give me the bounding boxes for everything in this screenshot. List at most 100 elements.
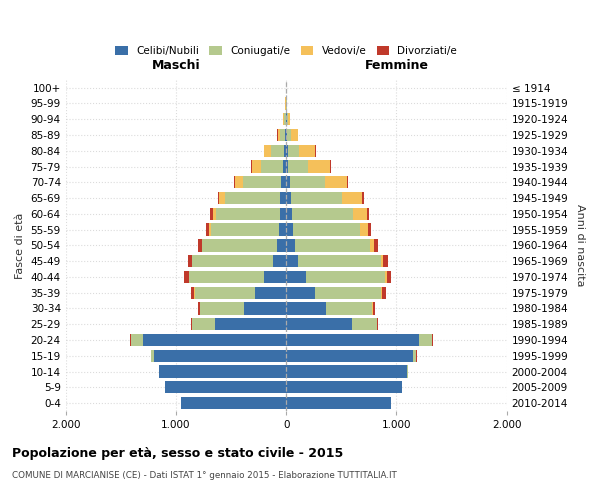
Y-axis label: Fasce di età: Fasce di età <box>15 212 25 278</box>
Bar <box>280 129 286 141</box>
Bar <box>377 318 378 330</box>
Bar <box>362 192 364 204</box>
Bar <box>381 286 382 299</box>
Legend: Celibi/Nubili, Coniugati/e, Vedovi/e, Divorziati/e: Celibi/Nubili, Coniugati/e, Vedovi/e, Di… <box>111 42 461 60</box>
Bar <box>352 318 377 330</box>
Bar <box>220 192 225 204</box>
Y-axis label: Anni di nascita: Anni di nascita <box>575 204 585 286</box>
Bar <box>298 255 381 268</box>
Bar <box>131 334 143 346</box>
Bar <box>289 160 308 172</box>
Bar <box>286 286 315 299</box>
Bar <box>367 208 369 220</box>
Bar <box>353 208 367 220</box>
Bar <box>211 208 213 220</box>
Bar <box>242 176 281 188</box>
Bar <box>209 224 211 236</box>
Bar <box>283 113 284 126</box>
Bar <box>347 176 348 188</box>
Bar <box>288 144 299 157</box>
Bar <box>386 271 391 283</box>
Bar <box>264 144 271 157</box>
Bar <box>191 286 194 299</box>
Bar <box>218 192 220 204</box>
Bar <box>280 208 286 220</box>
Bar <box>368 224 371 236</box>
Bar <box>160 366 286 378</box>
Bar <box>286 255 298 268</box>
Bar <box>244 302 286 314</box>
Bar <box>360 224 368 236</box>
Bar <box>189 271 264 283</box>
Bar <box>225 192 280 204</box>
Bar <box>273 255 286 268</box>
Bar <box>286 144 288 157</box>
Bar <box>306 271 385 283</box>
Bar <box>198 302 200 314</box>
Bar <box>281 176 286 188</box>
Bar <box>286 350 413 362</box>
Bar <box>206 224 209 236</box>
Bar <box>292 208 353 220</box>
Bar <box>283 160 286 172</box>
Bar <box>184 271 188 283</box>
Bar <box>284 113 286 126</box>
Bar <box>315 286 381 299</box>
Bar <box>299 144 316 157</box>
Bar <box>326 302 372 314</box>
Bar <box>286 192 290 204</box>
Bar <box>264 271 286 283</box>
Bar <box>290 192 343 204</box>
Bar <box>271 144 284 157</box>
Bar <box>193 255 273 268</box>
Bar <box>308 160 331 172</box>
Bar <box>286 366 407 378</box>
Bar <box>286 160 289 172</box>
Bar <box>194 286 256 299</box>
Bar <box>261 160 283 172</box>
Bar <box>193 318 215 330</box>
Bar <box>286 302 326 314</box>
Bar <box>290 176 325 188</box>
Bar <box>252 160 261 172</box>
Bar <box>256 286 286 299</box>
Bar <box>251 160 252 172</box>
Text: Popolazione per età, sesso e stato civile - 2015: Popolazione per età, sesso e stato civil… <box>12 448 343 460</box>
Bar <box>287 129 291 141</box>
Bar <box>286 208 292 220</box>
Bar <box>202 240 277 252</box>
Text: COMUNE DI MARCIANISE (CE) - Dati ISTAT 1° gennaio 2015 - Elaborazione TUTTITALIA: COMUNE DI MARCIANISE (CE) - Dati ISTAT 1… <box>12 470 397 480</box>
Bar <box>286 176 290 188</box>
Bar <box>286 224 293 236</box>
Bar <box>235 176 242 188</box>
Bar <box>165 381 286 394</box>
Bar <box>413 350 416 362</box>
Bar <box>200 302 244 314</box>
Bar <box>211 224 279 236</box>
Bar <box>199 240 202 252</box>
Bar <box>154 350 286 362</box>
Bar <box>325 176 347 188</box>
Bar <box>343 192 362 204</box>
Bar <box>383 255 388 268</box>
Bar <box>286 318 352 330</box>
Bar <box>419 334 432 346</box>
Text: Maschi: Maschi <box>152 59 200 72</box>
Bar <box>286 381 402 394</box>
Bar <box>143 334 286 346</box>
Bar <box>374 240 378 252</box>
Bar <box>181 397 286 409</box>
Bar <box>284 144 286 157</box>
Bar <box>215 318 286 330</box>
Bar <box>293 224 360 236</box>
Bar <box>280 192 286 204</box>
Bar <box>286 397 391 409</box>
Text: Femmine: Femmine <box>364 59 428 72</box>
Bar <box>385 271 386 283</box>
Bar <box>373 302 375 314</box>
Bar <box>286 129 287 141</box>
Bar <box>286 334 419 346</box>
Bar <box>370 240 374 252</box>
Bar <box>295 240 370 252</box>
Bar <box>213 208 215 220</box>
